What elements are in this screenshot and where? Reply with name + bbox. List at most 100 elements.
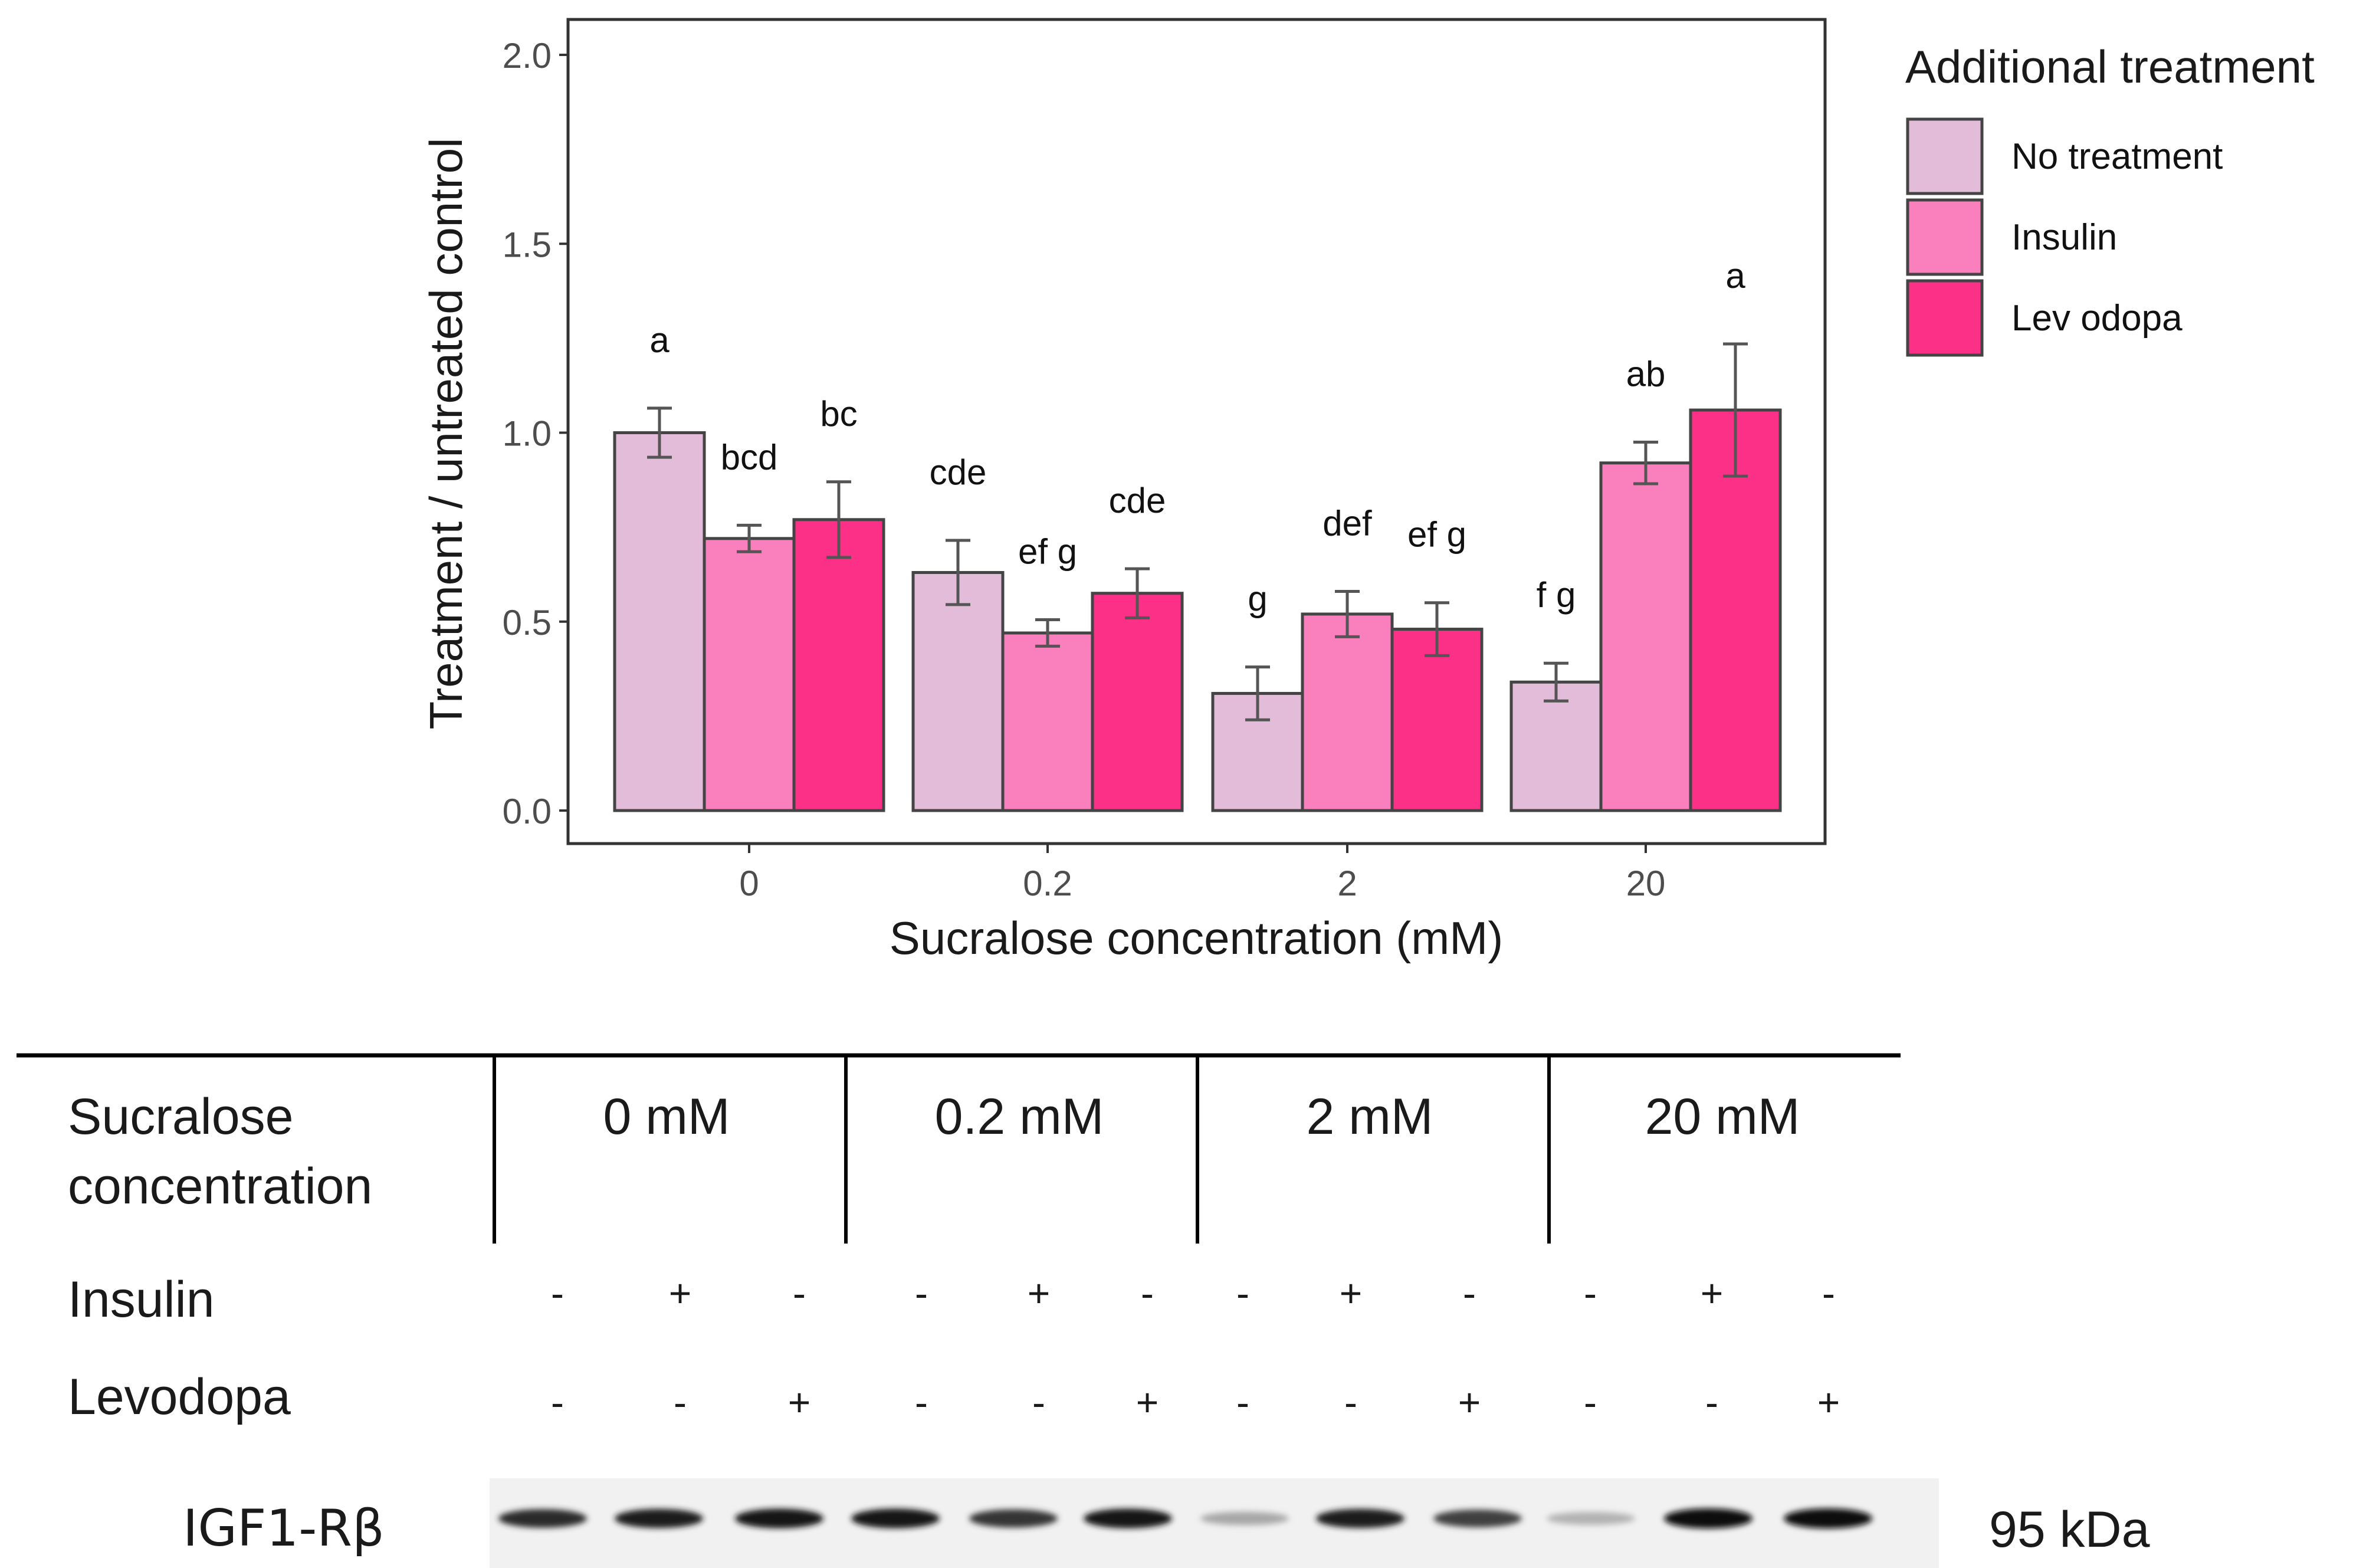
bars (613, 408, 1782, 812)
sucralose-row-label: Sucralose concentration (68, 1088, 372, 1215)
error-bar (1633, 441, 1658, 486)
concentration-0mM: 0 mM (603, 1088, 730, 1145)
x-tick-label: 2 (1337, 864, 1357, 903)
y-tick-label: 1.5 (503, 225, 552, 264)
western-blot-panel: Sucralose concentration 0 mM 0.2 mM 2 mM… (17, 1053, 2150, 1568)
significance-letter: g (1248, 579, 1267, 619)
legend-swatch (1906, 117, 1984, 195)
bar (1001, 631, 1094, 812)
y-axis-title: Treatment / untreated control (420, 138, 472, 730)
error-bar (1125, 567, 1150, 619)
bar (911, 570, 1005, 812)
bar (1390, 628, 1484, 812)
significance-letter: a (1725, 256, 1745, 296)
x-axis-title: Sucralose concentration (mM) (890, 912, 1503, 964)
concentration-20mM: 20 mM (1645, 1088, 1800, 1145)
insulin-row-label: Insulin (68, 1271, 215, 1328)
lane-sign: - (1584, 1271, 1597, 1315)
legend-item: Lev odopa (1906, 279, 2183, 357)
error-bar (1035, 618, 1060, 648)
y-tick-label: 2.0 (503, 36, 552, 76)
lane-sign: + (1701, 1271, 1724, 1315)
lane-sign: - (793, 1271, 806, 1315)
significance-letter: ef g (1018, 532, 1077, 572)
legend-label: Insulin (2011, 217, 2117, 258)
bar (613, 431, 706, 812)
lane-sign: + (1340, 1271, 1363, 1315)
blot-band (1084, 1508, 1172, 1528)
blot-band (735, 1508, 823, 1528)
legend-swatch (1906, 198, 1984, 276)
blot-bands (498, 1508, 1872, 1528)
levodopa-signs: - - + - - + - - + - - + (551, 1380, 1840, 1424)
bar (1301, 612, 1394, 812)
error-bar (647, 406, 672, 459)
blot-band (1664, 1508, 1753, 1528)
lane-sign: - (1705, 1380, 1718, 1424)
blot-band (1547, 1512, 1635, 1525)
significance-letter: def (1322, 504, 1372, 543)
protein-label: IGF1-Rβ (183, 1499, 385, 1558)
error-bar (737, 523, 762, 553)
legend-title: Additional treatment (1905, 41, 2315, 93)
legend-label: No treatment (2011, 136, 2223, 177)
lane-sign: + (1136, 1380, 1159, 1424)
lane-sign: - (915, 1380, 928, 1424)
x-axis: 0 0.2 2 20 (739, 844, 1665, 903)
significance-letter: bc (820, 394, 857, 434)
bar (792, 518, 885, 812)
blot-band (1316, 1508, 1404, 1528)
lane-sign: - (674, 1380, 687, 1424)
lane-sign: - (1584, 1380, 1597, 1424)
x-tick-label: 0 (739, 864, 759, 903)
y-axis: 0.0 0.5 1.0 1.5 2.0 (503, 36, 568, 831)
levodopa-row-label: Levodopa (68, 1369, 291, 1425)
blot-band (969, 1509, 1058, 1528)
significance-letters: a cde g f g bcd ef g def ab bc cde ef g a (649, 256, 1745, 619)
legend-item: No treatment (1906, 117, 2223, 195)
significance-letter: ab (1626, 355, 1666, 394)
blot-band (498, 1509, 587, 1528)
significance-letter: ef g (1407, 515, 1466, 555)
y-tick-label: 0.5 (503, 603, 552, 642)
lane-sign: + (1817, 1380, 1840, 1424)
error-bar (946, 539, 970, 606)
bar (1599, 461, 1692, 812)
blot-band (1433, 1510, 1522, 1527)
error-bars (647, 342, 1748, 721)
blot-band (615, 1508, 703, 1528)
legend-item: Insulin (1906, 198, 2117, 276)
bar-chart: 0.0 0.5 1.0 1.5 2.0 a cde g f g bcd ef g def ab bc cd… (420, 18, 2315, 964)
significance-letter: cde (1109, 481, 1166, 520)
error-bar (1245, 665, 1270, 721)
y-tick-label: 1.0 (503, 414, 552, 454)
lane-sign: + (1028, 1271, 1051, 1315)
blot-band (1200, 1511, 1289, 1526)
x-tick-label: 0.2 (1023, 864, 1072, 903)
error-bar (1723, 342, 1748, 478)
error-bar (1425, 601, 1449, 657)
error-bar (1335, 590, 1360, 638)
lane-sign: - (1463, 1271, 1476, 1315)
lane-sign: - (915, 1271, 928, 1315)
concentration-2mM: 2 mM (1307, 1088, 1433, 1145)
blot-band (851, 1508, 940, 1528)
lane-sign: - (1822, 1271, 1835, 1315)
lane-sign: + (1458, 1380, 1481, 1424)
blot-band (1784, 1508, 1872, 1528)
legend-swatch (1906, 279, 1984, 357)
x-tick-label: 20 (1626, 864, 1666, 903)
error-bar (1544, 661, 1568, 703)
lane-sign: - (1141, 1271, 1154, 1315)
lane-sign: - (551, 1380, 564, 1424)
lane-sign: + (669, 1271, 692, 1315)
lane-sign: + (788, 1380, 811, 1424)
insulin-signs: - + - - + - - + - - + - (551, 1271, 1835, 1315)
lane-sign: - (1236, 1380, 1249, 1424)
bar (1091, 592, 1184, 812)
significance-letter: bcd (721, 437, 778, 477)
significance-letter: a (649, 320, 670, 360)
y-tick-label: 0.0 (503, 792, 552, 831)
legend-label: Lev odopa (2011, 298, 2183, 339)
